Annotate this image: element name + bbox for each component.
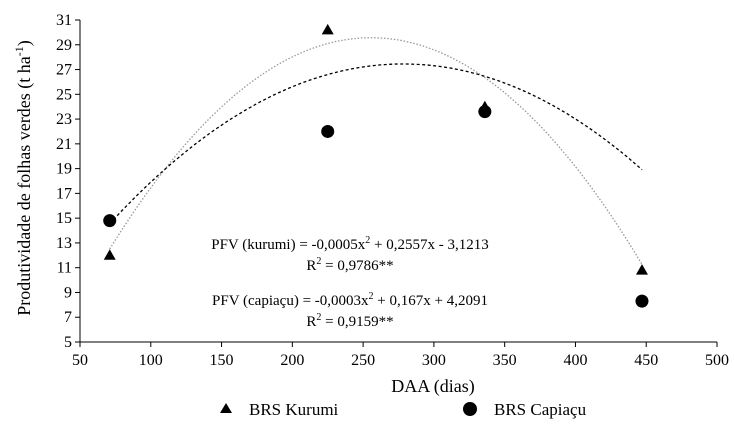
- trend-line-capiacu: [109, 63, 643, 225]
- x-tick-label: 100: [139, 352, 163, 369]
- data-point-capiacu: [635, 294, 649, 308]
- r2-capiacu-pre: R: [306, 314, 316, 330]
- y-tick-label: 13: [56, 235, 72, 252]
- y-tick-label: 27: [56, 62, 72, 79]
- r2-kurumi-sup: 2: [316, 256, 321, 267]
- equation-capiacu-sup: 2: [369, 291, 374, 302]
- y-axis-title-close: ): [14, 40, 35, 46]
- equation-capiacu-pre: PFV (capiaçu) = -0,0003x: [212, 293, 369, 309]
- y-tick-label: 19: [56, 161, 72, 178]
- equation-kurumi-post: + 0,2557x - 3,1213: [370, 237, 488, 253]
- y-axis-title-main: Produtividade de folhas verdes (t ha: [14, 56, 35, 315]
- trend-line-kurumi: [109, 37, 643, 265]
- legend-marker-kurumi: [220, 403, 232, 413]
- r2-capiacu-sup: 2: [316, 312, 321, 323]
- r2-kurumi-pre: R: [306, 258, 316, 274]
- legend-marker-capiacu: [463, 402, 477, 416]
- y-axis-title-superscript: -1: [12, 46, 26, 56]
- x-tick-label: 150: [210, 352, 234, 369]
- data-point-capiacu: [478, 105, 492, 119]
- x-tick-label: 400: [563, 352, 587, 369]
- y-axis-title: Produtividade de folhas verdes (t ha-1): [12, 40, 35, 315]
- y-tick-label: 15: [56, 210, 72, 227]
- y-tick-label: 9: [64, 284, 72, 301]
- y-tick-label: 31: [56, 12, 72, 29]
- r2-kurumi-post: = 0,9786**: [321, 258, 393, 274]
- x-tick-label: 300: [422, 352, 446, 369]
- y-tick-label: 17: [56, 185, 72, 202]
- y-tick-label: 7: [64, 309, 72, 326]
- data-point-kurumi: [103, 249, 116, 260]
- r2-kurumi: R2 = 0,9786**: [306, 256, 393, 274]
- legend-label-kurumi: BRS Kurumi: [249, 400, 339, 419]
- equation-capiacu-post: + 0,167x + 4,2091: [374, 293, 488, 309]
- equation-capiacu: PFV (capiaçu) = -0,0003x2 + 0,167x + 4,2…: [212, 291, 488, 309]
- data-point-kurumi: [635, 264, 648, 275]
- r2-capiacu-post: = 0,9159**: [321, 314, 393, 330]
- equation-kurumi-pre: PFV (kurumi) = -0,0005x: [211, 237, 366, 253]
- r2-capiacu: R2 = 0,9159**: [306, 312, 393, 330]
- equation-kurumi: PFV (kurumi) = -0,0005x2 + 0,2557x - 3,1…: [211, 235, 489, 253]
- y-tick-label: 11: [57, 260, 72, 277]
- y-tick-label: 5: [64, 334, 72, 351]
- data-point-capiacu: [321, 124, 335, 138]
- legend: BRS Kurumi BRS Capiaçu: [220, 400, 587, 419]
- x-tick-label: 350: [493, 352, 517, 369]
- x-tick-label: 50: [72, 352, 88, 369]
- y-tick-label: 25: [56, 86, 72, 103]
- x-axis-title: DAA (dias): [391, 376, 475, 397]
- x-tick-label: 450: [634, 352, 658, 369]
- y-tick-label: 21: [56, 136, 72, 153]
- axes: 5 7 9 11 13 15 17 19 21 23 25 27 29 31 50 100 150 200 250 3…: [56, 12, 729, 369]
- legend-label-capiacu: BRS Capiaçu: [494, 400, 587, 419]
- data-point-kurumi: [321, 23, 334, 35]
- y-tick-label: 23: [56, 111, 72, 128]
- equation-kurumi-sup: 2: [365, 235, 370, 246]
- x-tick-label: 500: [705, 352, 729, 369]
- data-point-capiacu: [103, 214, 117, 228]
- trend-lines: [109, 37, 643, 265]
- x-tick-label: 200: [280, 352, 304, 369]
- x-tick-label: 250: [351, 352, 375, 369]
- y-tick-label: 29: [56, 37, 72, 54]
- data-points: [103, 23, 649, 308]
